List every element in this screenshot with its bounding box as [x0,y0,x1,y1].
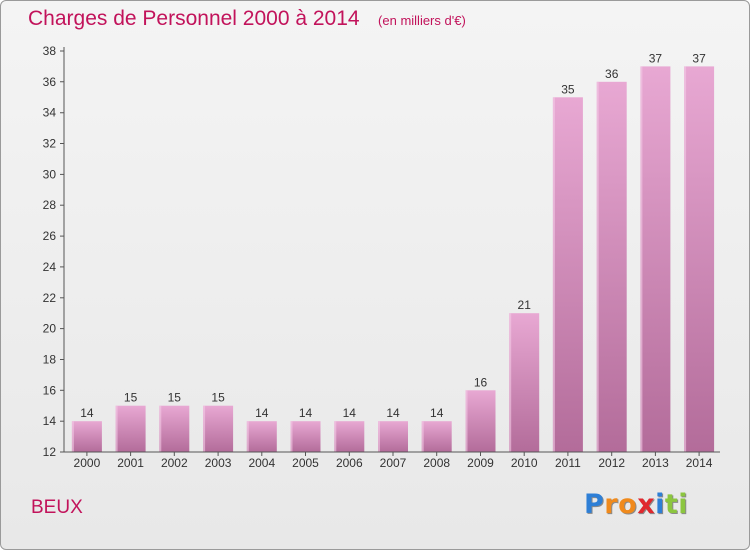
bar [509,313,540,452]
data-label: 14 [343,406,357,420]
bar-highlight [421,421,424,452]
chart-subtitle: (en milliers d'€) [378,13,466,28]
bar [290,421,321,452]
logo-letter: i [678,489,689,520]
y-tick-label: 18 [43,353,57,367]
bar [203,405,234,452]
y-tick-label: 36 [43,75,57,89]
data-label: 14 [386,406,400,420]
data-label: 15 [124,391,138,405]
data-label: 35 [561,82,575,96]
y-tick-label: 20 [43,322,57,336]
bar [246,421,277,452]
y-tick-label: 30 [43,167,57,181]
x-tick-label: 2012 [598,456,625,470]
bar [684,66,715,453]
data-label: 37 [649,51,663,65]
bar [421,421,452,452]
y-tick-label: 34 [43,106,57,120]
data-label: 16 [474,375,488,389]
logo-letter: i [655,489,665,520]
bar-highlight [290,421,293,452]
bar-highlight [465,390,468,452]
bars-layer: 14 15 15 15 14 14 14 14 14 16 21 35 36 37 37 [71,51,715,453]
bar [596,81,627,453]
bar-highlight [596,81,599,453]
x-tick-label: 2008 [423,456,450,470]
y-tick-label: 28 [43,198,57,212]
x-tick-label: 2006 [336,456,363,470]
chart-title: Charges de Personnel 2000 à 2014 [28,7,360,30]
bar-highlight [552,97,555,453]
bar-highlight [684,66,687,453]
bar-highlight [71,421,74,452]
x-tick-label: 2004 [248,456,275,470]
bar-highlight [115,405,118,452]
bar [552,97,583,453]
bar [640,66,671,453]
y-tick-label: 32 [43,137,57,151]
logo-letter: r [604,489,619,520]
y-tick-label: 12 [43,445,57,459]
bar-highlight [509,313,512,452]
x-tick-label: 2011 [555,456,581,470]
x-tick-label: 2003 [205,456,232,470]
bar-highlight [159,405,162,452]
logo-letter: P [584,489,605,520]
x-tick-label: 2010 [511,456,538,470]
logo-letter: t [664,489,679,520]
x-tick-label: 2001 [117,456,144,470]
logo-letter: o [618,489,638,520]
title-row: Charges de Personnel 2000 à 2014 (en mil… [28,7,466,31]
x-tick-label: 2013 [642,456,669,470]
bar [465,390,496,452]
x-tick-label: 2002 [161,456,188,470]
bar [115,405,146,452]
data-label: 36 [605,67,619,81]
y-tick-label: 14 [43,414,57,428]
bar-highlight [378,421,380,452]
y-tick-label: 26 [43,229,57,243]
x-tick-label: 2000 [74,456,101,470]
data-label: 14 [255,406,269,420]
data-label: 14 [80,406,94,420]
x-tick-label: 2007 [380,456,407,470]
data-label: 15 [211,391,225,405]
bar-highlight [334,421,337,452]
bar-highlight [203,405,206,452]
data-label: 21 [518,298,532,312]
y-tick-label: 24 [43,260,57,274]
bar [378,421,408,452]
data-label: 15 [168,391,182,405]
data-label: 14 [299,406,313,420]
x-tick-label: 2005 [292,456,319,470]
data-label: 14 [430,406,444,420]
y-tick-label: 16 [43,383,57,397]
bar [334,421,365,452]
bar-highlight [640,66,643,453]
y-tick-label: 38 [43,44,57,58]
y-tick-label: 22 [43,291,57,305]
data-label: 37 [692,51,706,65]
proxiti-logo: Proxiti [584,489,688,520]
logo-letter: x [637,489,656,520]
bar [71,421,102,452]
x-tick-label: 2009 [467,456,494,470]
axes: 2000 2001 2002 2003 2004 2005 2006 2007 2008 2009… [43,44,720,470]
bar [159,405,190,452]
bar-highlight [246,421,249,452]
x-tick-label: 2014 [686,456,713,470]
commune-name: BEUX [31,497,83,518]
